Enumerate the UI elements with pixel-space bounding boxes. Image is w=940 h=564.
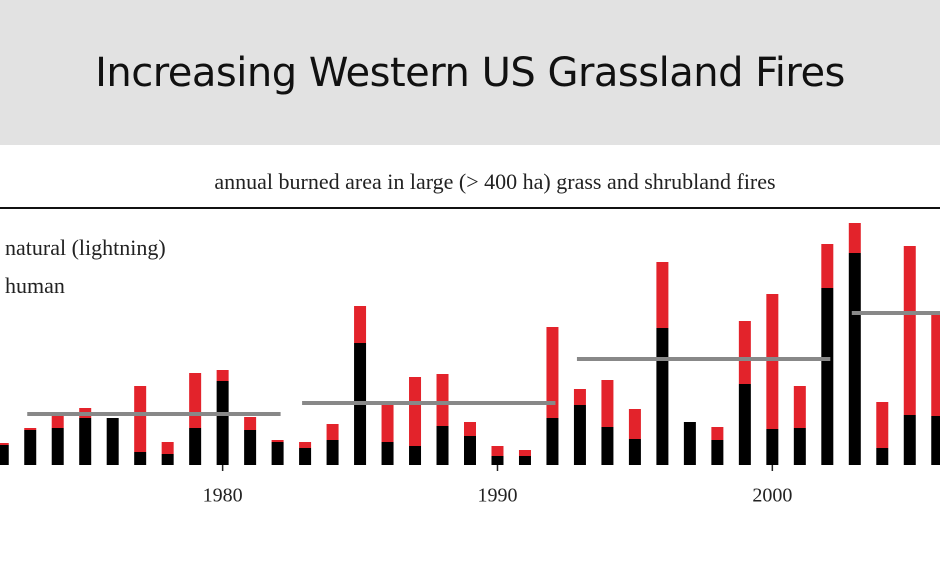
bar-segment — [354, 306, 367, 343]
bar-segment — [409, 377, 422, 446]
bar-segment — [518, 456, 531, 465]
legend-label: natural (lightning) — [5, 235, 166, 260]
bar-segment — [464, 422, 476, 436]
bar-segment — [683, 422, 696, 465]
bar-segment — [903, 415, 916, 465]
bar-segment — [628, 409, 641, 439]
bar-segment — [381, 404, 394, 442]
bar-segment — [134, 386, 147, 452]
bar-segment — [573, 405, 586, 465]
bar-segment — [189, 373, 202, 428]
bar-segment — [299, 442, 312, 448]
bar-segment — [656, 262, 669, 328]
bar-segment — [738, 321, 751, 384]
bar-segment — [546, 327, 559, 418]
bar-segment — [51, 428, 64, 465]
bar-segment — [134, 452, 147, 465]
bar-segment — [326, 440, 339, 465]
bar-segment — [628, 439, 641, 465]
bar-segment — [601, 427, 614, 465]
bar-segment — [876, 448, 889, 465]
bar-segment — [546, 418, 559, 465]
bar-segment — [24, 428, 37, 430]
x-tick-label: 1980 — [203, 485, 243, 507]
bar-segment — [409, 446, 422, 465]
bar-segment — [244, 430, 257, 465]
bar-segment — [821, 288, 834, 465]
bar-segment — [821, 244, 834, 288]
bar-segment — [931, 416, 940, 465]
bar-segment — [711, 440, 724, 465]
bar-segment — [711, 427, 724, 440]
bar-segment — [436, 426, 449, 465]
header-title: Increasing Western US Grassland Fires — [95, 49, 845, 96]
bar-segment — [271, 440, 284, 442]
bar-segment — [491, 456, 504, 465]
bar-segment — [491, 446, 504, 456]
bar-segment — [738, 384, 751, 465]
bar-segment — [0, 445, 9, 465]
bar-segment — [244, 417, 257, 430]
bar-segment — [326, 424, 339, 440]
bar-segment — [573, 389, 586, 405]
bar-segment — [299, 448, 312, 465]
chart-title: annual burned area in large (> 400 ha) g… — [214, 169, 775, 194]
bar-segment — [216, 370, 229, 381]
bar-segment — [766, 429, 779, 465]
bar-segment — [876, 402, 889, 448]
bar-segment — [106, 418, 119, 465]
bar-segment — [793, 386, 806, 428]
bar-segment — [848, 253, 861, 465]
bar-segment — [0, 443, 9, 445]
bar-segment — [464, 436, 476, 465]
bar-segment — [518, 450, 531, 456]
x-tick-label: 1990 — [477, 485, 517, 507]
bar-segment — [79, 418, 92, 465]
bar-segment — [656, 328, 669, 465]
x-tick-label: 2000 — [752, 485, 792, 507]
bar-segment — [903, 246, 916, 415]
bar-segment — [436, 374, 449, 426]
bar-segment — [793, 428, 806, 465]
bar-segment — [189, 428, 202, 465]
bar-segment — [271, 442, 284, 465]
bar-segment — [601, 380, 614, 427]
bar-segment — [161, 454, 174, 465]
legend-label: human — [5, 273, 65, 298]
header: Increasing Western US Grassland Fires — [0, 0, 940, 145]
bar-segment — [766, 294, 779, 429]
bar-segment — [161, 442, 174, 454]
bar-segment — [848, 223, 861, 253]
bar-segment — [216, 381, 229, 465]
bar-segment — [24, 430, 37, 465]
bar-segment — [931, 315, 940, 416]
bar-segment — [381, 442, 394, 465]
